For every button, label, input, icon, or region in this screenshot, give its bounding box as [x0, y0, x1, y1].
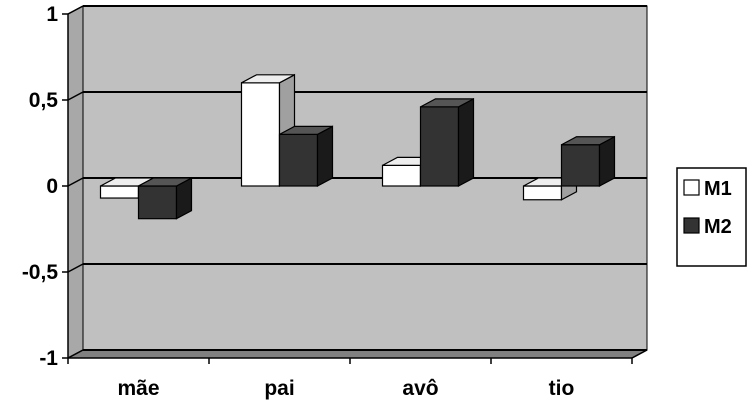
- y-tick-label: 0: [46, 175, 58, 198]
- y-tick-label: 0,5: [29, 89, 59, 112]
- bar-M1-pai: [240, 73, 296, 187]
- x-axis-ticks: mãe pai avô tio: [67, 358, 633, 400]
- bar-top: [138, 177, 192, 187]
- floor: [67, 349, 648, 359]
- y-tick-label: -0,5: [22, 261, 59, 284]
- x-tick-label: tio: [549, 377, 575, 400]
- bar-M2-tio: [560, 135, 616, 187]
- bar-M2-avô: [419, 97, 475, 187]
- bar-front: [560, 144, 601, 187]
- bar-front: [522, 185, 563, 201]
- bar-front: [278, 133, 319, 187]
- y-tick-label: -1: [39, 347, 58, 370]
- x-tick-label: mãe: [117, 377, 159, 400]
- bar-front: [240, 82, 281, 187]
- bar-front: [99, 185, 140, 199]
- x-tick-label: pai: [264, 377, 294, 400]
- bar-M2-pai: [278, 125, 334, 187]
- y-axis-ticks: 1 0,5 0 -0,5 -1: [22, 3, 68, 370]
- y-tick-label: 1: [46, 3, 58, 26]
- legend-label: M1: [704, 178, 732, 200]
- legend-swatch: [683, 217, 700, 234]
- bar-side: [457, 97, 475, 187]
- legend: M1 M2: [676, 167, 747, 267]
- gridline-side-4: [67, 349, 84, 359]
- x-axis-depth: [631, 349, 648, 359]
- bar-M2-mãe: [137, 177, 193, 220]
- bar-top: [420, 98, 474, 108]
- legend-label: M2: [704, 216, 732, 238]
- bar-front: [137, 185, 178, 220]
- gridline-side-0: [67, 5, 84, 15]
- gridline-side-3: [67, 263, 84, 273]
- bar-front: [381, 164, 422, 187]
- bar-top: [279, 125, 333, 135]
- bar-front: [419, 106, 460, 187]
- x-tick-label: avô: [402, 377, 438, 400]
- gridline-side-1: [67, 91, 84, 101]
- bar-top: [561, 136, 615, 146]
- bar-top: [241, 74, 295, 84]
- bar-side: [316, 125, 334, 187]
- legend-swatch: [683, 179, 700, 196]
- bars: [99, 73, 616, 220]
- gridline-side-2: [67, 177, 84, 187]
